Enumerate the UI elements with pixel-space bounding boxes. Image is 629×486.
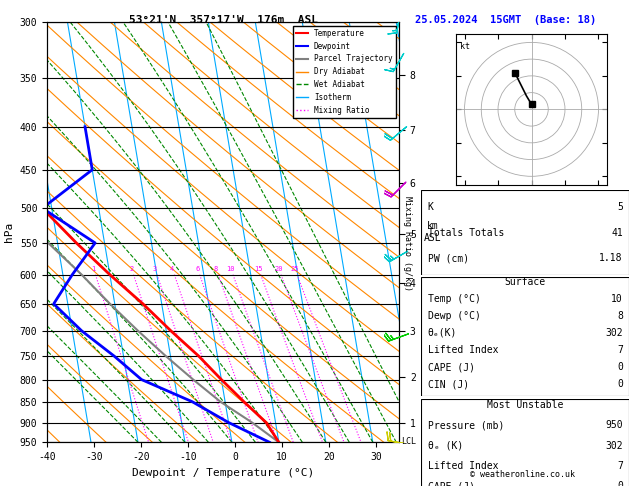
Text: 950: 950 bbox=[605, 420, 623, 430]
Text: 0: 0 bbox=[617, 481, 623, 486]
Text: 3: 3 bbox=[153, 265, 157, 272]
Text: 7: 7 bbox=[617, 345, 623, 355]
Text: Mixing Ratio (g/kg): Mixing Ratio (g/kg) bbox=[403, 195, 411, 291]
Text: 0: 0 bbox=[617, 362, 623, 372]
Text: 10: 10 bbox=[226, 265, 235, 272]
Text: 25: 25 bbox=[291, 265, 299, 272]
Y-axis label: hPa: hPa bbox=[4, 222, 14, 242]
Text: K: K bbox=[428, 202, 433, 212]
Text: Pressure (mb): Pressure (mb) bbox=[428, 420, 504, 430]
Text: 0: 0 bbox=[617, 379, 623, 389]
Text: 4: 4 bbox=[170, 265, 174, 272]
Text: 6: 6 bbox=[196, 265, 199, 272]
Text: LCL: LCL bbox=[401, 437, 416, 446]
Text: 15: 15 bbox=[254, 265, 263, 272]
Text: kt: kt bbox=[460, 42, 469, 52]
Text: 302: 302 bbox=[605, 440, 623, 451]
Text: 41: 41 bbox=[611, 228, 623, 238]
Text: Most Unstable: Most Unstable bbox=[487, 400, 564, 410]
Text: Surface: Surface bbox=[504, 277, 546, 287]
Y-axis label: km
ASL: km ASL bbox=[423, 221, 441, 243]
Text: CAPE (J): CAPE (J) bbox=[428, 362, 475, 372]
Legend: Temperature, Dewpoint, Parcel Trajectory, Dry Adiabat, Wet Adiabat, Isotherm, Mi: Temperature, Dewpoint, Parcel Trajectory… bbox=[293, 26, 396, 118]
X-axis label: Dewpoint / Temperature (°C): Dewpoint / Temperature (°C) bbox=[132, 468, 314, 478]
Text: 2: 2 bbox=[130, 265, 134, 272]
Text: 302: 302 bbox=[605, 328, 623, 338]
Text: θₑ(K): θₑ(K) bbox=[428, 328, 457, 338]
Text: 8: 8 bbox=[214, 265, 218, 272]
Text: 10: 10 bbox=[611, 294, 623, 304]
Text: 1.18: 1.18 bbox=[599, 253, 623, 263]
Text: θₑ (K): θₑ (K) bbox=[428, 440, 463, 451]
Text: © weatheronline.co.uk: © weatheronline.co.uk bbox=[470, 469, 574, 479]
Text: Dewp (°C): Dewp (°C) bbox=[428, 311, 481, 321]
Text: Totals Totals: Totals Totals bbox=[428, 228, 504, 238]
Text: CAPE (J): CAPE (J) bbox=[428, 481, 475, 486]
Text: Lifted Index: Lifted Index bbox=[428, 345, 498, 355]
Text: PW (cm): PW (cm) bbox=[428, 253, 469, 263]
Text: Lifted Index: Lifted Index bbox=[428, 461, 498, 471]
Text: 20: 20 bbox=[274, 265, 283, 272]
Text: CIN (J): CIN (J) bbox=[428, 379, 469, 389]
Text: Temp (°C): Temp (°C) bbox=[428, 294, 481, 304]
Text: 8: 8 bbox=[617, 311, 623, 321]
Text: 53°21'N  357°17'W  176m  ASL: 53°21'N 357°17'W 176m ASL bbox=[129, 15, 318, 25]
Text: 1: 1 bbox=[91, 265, 96, 272]
Text: 5: 5 bbox=[617, 202, 623, 212]
Text: 25.05.2024  15GMT  (Base: 18): 25.05.2024 15GMT (Base: 18) bbox=[415, 15, 596, 25]
Text: 7: 7 bbox=[617, 461, 623, 471]
